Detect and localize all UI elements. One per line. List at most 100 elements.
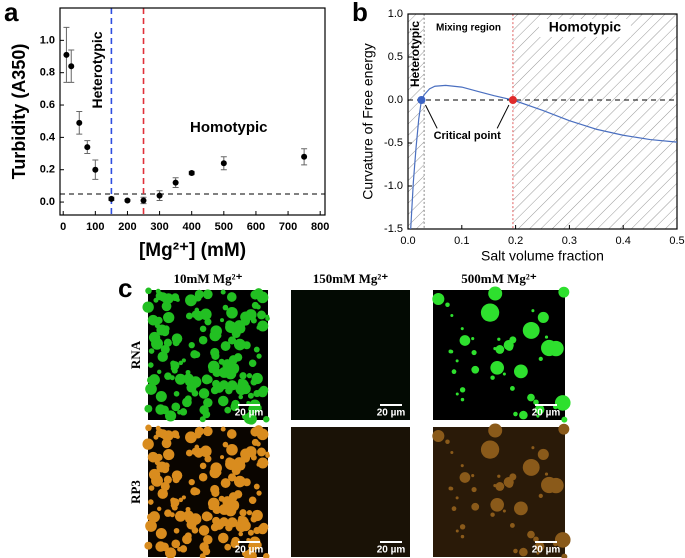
y-axis-label: Curvature of Free energy [360, 43, 376, 199]
droplet [490, 375, 495, 380]
droplet [509, 523, 515, 528]
droplet [171, 539, 181, 549]
droplet [240, 520, 251, 532]
droplet [160, 464, 170, 474]
x-tick-label: 0.2 [508, 235, 523, 247]
droplet [224, 543, 232, 551]
droplet [194, 289, 204, 299]
curve [410, 84, 678, 230]
droplet [537, 311, 549, 323]
droplet [185, 369, 191, 375]
data-point [188, 169, 195, 176]
droplet [226, 443, 238, 456]
droplet [256, 353, 262, 359]
droplet [455, 496, 459, 500]
droplet [218, 358, 225, 365]
droplet [239, 509, 247, 517]
droplet [544, 335, 549, 339]
droplet [158, 292, 168, 302]
droplet [263, 552, 270, 558]
droplet [204, 318, 212, 326]
droplet [198, 388, 210, 399]
droplet [448, 349, 453, 354]
droplet [247, 392, 254, 399]
droplet [194, 426, 204, 436]
droplet [170, 361, 180, 371]
droplet [533, 399, 539, 406]
x-tick-label: 300 [150, 221, 168, 233]
data-point [92, 166, 99, 173]
droplet [177, 546, 182, 552]
x-tick-label: 0 [60, 221, 66, 233]
droplet [199, 416, 206, 423]
droplet [432, 429, 445, 443]
droplet [145, 287, 152, 295]
droplet [213, 519, 225, 530]
scale-label: 20 µm [532, 545, 561, 556]
region [512, 13, 678, 230]
plot-frame [59, 7, 326, 216]
droplet [235, 385, 242, 391]
droplet [490, 360, 505, 375]
droplet [490, 497, 505, 512]
droplet [160, 327, 170, 337]
droplet [191, 447, 200, 456]
droplet [538, 493, 543, 499]
droplet [203, 534, 213, 545]
droplet [502, 372, 506, 376]
x-tick-label: 0.5 [669, 235, 684, 247]
droplet [227, 380, 238, 391]
droplet [171, 504, 178, 511]
droplet [253, 526, 261, 535]
scale-bar [535, 541, 557, 543]
droplet [172, 476, 180, 484]
droplet [471, 474, 475, 478]
data-point [172, 179, 179, 186]
scale-label: 20 µm [235, 408, 264, 419]
droplet [554, 532, 571, 548]
droplet [185, 506, 191, 512]
droplet [210, 462, 222, 474]
droplet [255, 304, 261, 310]
droplet [227, 499, 240, 512]
droplet [226, 292, 237, 302]
x-tick-label: 500 [215, 221, 233, 233]
droplet [513, 411, 518, 417]
droplet [432, 292, 445, 306]
annotation: Critical point [434, 130, 502, 142]
droplet [246, 509, 253, 516]
droplet [220, 341, 231, 351]
droplet [238, 531, 244, 537]
droplet [495, 345, 505, 354]
droplet [148, 499, 154, 505]
panel-letter: a [4, 0, 19, 27]
droplet [142, 438, 154, 450]
droplet [513, 364, 528, 379]
droplet [233, 490, 243, 499]
y-tick-label: 0.5 [388, 51, 403, 63]
droplet [185, 294, 197, 307]
data-point [68, 63, 75, 70]
droplet [233, 338, 246, 351]
region-label: Heterotypic [408, 21, 422, 87]
droplet [534, 404, 545, 415]
droplet [142, 301, 154, 313]
droplet [188, 341, 195, 349]
annotation: Heterotypic [89, 31, 105, 108]
droplet [153, 297, 159, 303]
region-label: Mixing region [436, 23, 501, 34]
droplet [169, 375, 175, 381]
droplet [225, 321, 237, 333]
droplet [497, 337, 501, 341]
droplet [200, 445, 212, 458]
droplet [233, 353, 243, 362]
row-label: RP3 [128, 480, 143, 504]
droplet [220, 426, 226, 432]
droplet [490, 512, 495, 517]
droplet [147, 451, 159, 463]
droplet [227, 362, 240, 375]
droplet [451, 506, 457, 512]
column-header: 500mM Mg²⁺ [461, 271, 537, 286]
critical-point [508, 96, 517, 104]
droplet [448, 486, 453, 491]
